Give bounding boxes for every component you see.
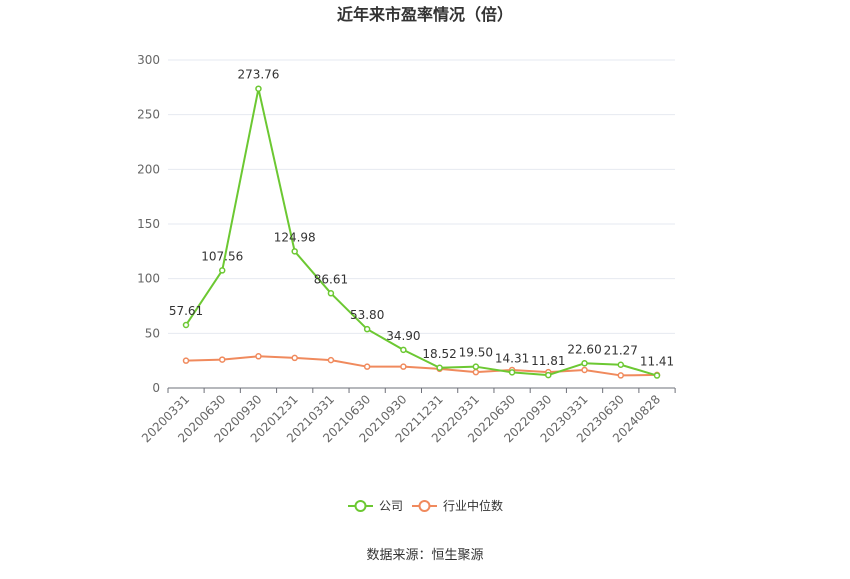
legend-label: 行业中位数 xyxy=(443,498,503,513)
y-axis: 0 50 100 150 200 250 300 xyxy=(137,53,160,395)
data-label: 57.61 xyxy=(169,304,203,318)
series-point-0 xyxy=(255,85,262,92)
series-point-0 xyxy=(400,346,407,354)
series-point-1 xyxy=(327,356,335,364)
series-point-1 xyxy=(291,354,298,362)
series-line-0 xyxy=(185,87,658,377)
y-tick-label: 50 xyxy=(145,326,160,340)
data-label: 107.56 xyxy=(201,249,243,263)
data-label: 18.52 xyxy=(422,347,456,361)
chart-title: 近年来市盈率情况（倍） xyxy=(337,5,513,24)
legend-label: 公司 xyxy=(379,499,403,513)
series-point-0 xyxy=(363,325,371,333)
series-layer xyxy=(182,85,661,379)
data-label: 86.61 xyxy=(314,272,348,286)
y-tick-label: 0 xyxy=(152,381,160,395)
data-label: 19.50 xyxy=(459,346,493,360)
data-label: 273.76 xyxy=(237,68,279,82)
x-axis: 2020033120200630202009302020123120210331… xyxy=(139,387,676,445)
data-label: 53.80 xyxy=(350,308,384,322)
legend: 公司 行业中位数 xyxy=(348,498,503,513)
series-point-0 xyxy=(327,290,335,297)
data-label: 34.90 xyxy=(386,329,420,343)
y-tick-label: 200 xyxy=(137,162,160,176)
series-point-1 xyxy=(182,357,190,364)
series-point-1 xyxy=(218,356,226,363)
data-labels: 57.61 107.56 273.76 124.98 86.61 53.8034.9018… xyxy=(169,68,674,369)
series-point-1 xyxy=(617,372,625,379)
data-label: 14.31 xyxy=(495,351,529,365)
data-label: 124.98 xyxy=(274,230,316,244)
series-line-1 xyxy=(185,355,658,377)
series-point-0 xyxy=(218,267,226,274)
series-point-0 xyxy=(581,360,588,367)
legend-item-1: 行业中位数 xyxy=(412,498,503,513)
source-note: 数据来源：恒生聚源 xyxy=(366,548,483,563)
y-tick-label: 300 xyxy=(137,53,160,67)
series-point-0 xyxy=(617,361,625,368)
series-point-1 xyxy=(400,363,407,370)
legend-item-0: 公司 xyxy=(348,499,403,513)
series-point-0 xyxy=(472,363,480,370)
data-label: 21.27 xyxy=(604,344,638,358)
data-label: 22.60 xyxy=(567,342,601,356)
series-point-0 xyxy=(436,364,443,372)
series-point-0 xyxy=(653,372,661,379)
legend-swatch-marker xyxy=(418,500,431,512)
grid-lines xyxy=(168,59,675,334)
y-tick-label: 250 xyxy=(137,108,160,122)
data-label: 11.81 xyxy=(531,354,565,368)
series-point-0 xyxy=(545,371,552,379)
series-point-1 xyxy=(255,353,262,360)
data-label: 11.41 xyxy=(640,355,674,369)
series-point-1 xyxy=(363,363,371,370)
series-point-0 xyxy=(182,321,190,329)
legend-swatch-marker xyxy=(354,500,367,512)
series-point-0 xyxy=(508,369,516,376)
series-point-1 xyxy=(581,366,588,374)
series-point-1 xyxy=(472,368,480,376)
y-tick-label: 100 xyxy=(137,272,160,286)
series-point-0 xyxy=(291,248,298,255)
y-tick-label: 150 xyxy=(137,217,160,231)
